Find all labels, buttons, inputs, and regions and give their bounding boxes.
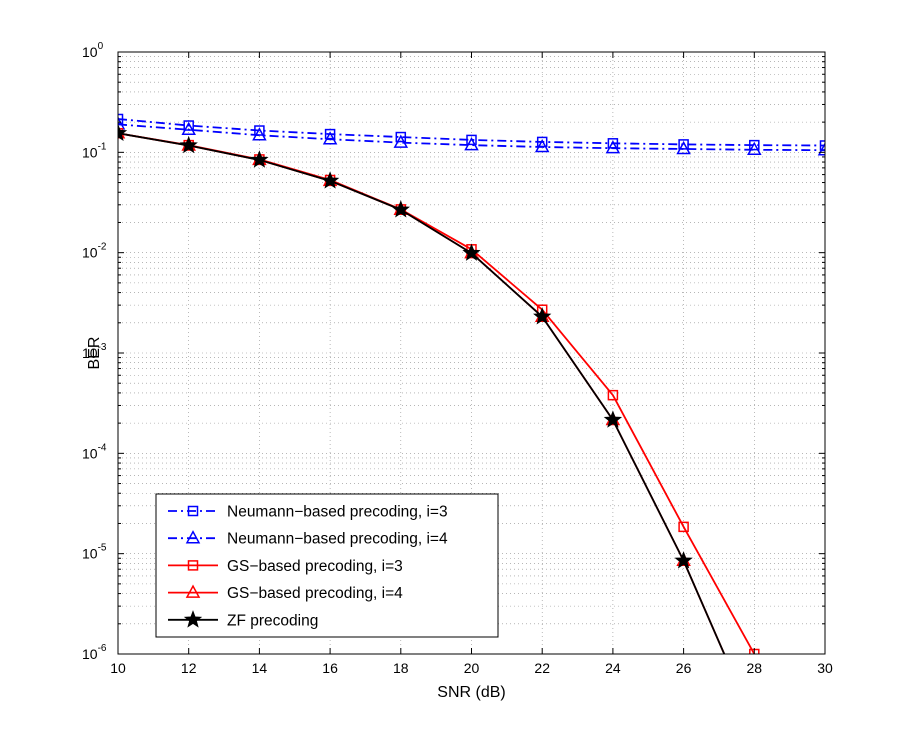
legend: Neumann−based precoding, i=3 Neumann−base… [155,493,499,638]
x-tick-label: 16 [322,660,338,676]
x-tick-label: 30 [817,660,833,676]
data-point [534,138,550,153]
x-tick-label: 22 [534,660,550,676]
legend-label: Neumann−based precoding, i=3 [227,504,448,521]
data-point [391,200,410,218]
data-point [607,389,619,401]
legend-label: GS−based precoding, i=3 [227,558,403,575]
series-2 [118,116,825,156]
data-point [533,307,552,325]
y-tick-label: 10-6 [82,643,107,662]
series-line [118,132,726,654]
legend-marker [185,530,201,544]
data-point [464,137,479,151]
y-tick-label: 100 [82,41,104,60]
y-tick-label: 10-4 [82,442,107,461]
data-point [678,521,689,533]
data-point [118,116,126,130]
data-point [603,410,623,428]
legend-marker [183,610,203,628]
x-tick-label: 10 [110,660,126,676]
x-tick-label: 18 [393,660,409,676]
series-line [118,118,825,147]
legend-label: Neumann−based precoding, i=4 [227,531,448,548]
y-tick-label: 10-5 [82,543,107,562]
y-tick-label: 10-1 [82,141,107,160]
x-tick-label: 28 [747,660,763,676]
legend-marker [187,560,199,571]
legend-marker [185,584,201,598]
data-point [462,243,481,261]
data-point [466,134,477,146]
data-point [395,131,407,143]
tick-labels: 10 12 14 16 18 20 22 24 26 28 30 100 10-1 10-2 10-3 10-… [82,41,833,676]
data-point [181,121,196,135]
data-point [817,142,825,156]
series-5 [118,123,726,654]
data-point [250,150,269,168]
series-layer [118,113,825,654]
data-point [252,127,267,141]
series-1 [118,113,825,151]
x-tick-label: 20 [464,660,480,676]
y-axis-label: BER [86,337,103,370]
data-point [320,171,340,189]
x-tick-label: 26 [676,660,692,676]
data-point [118,113,124,125]
data-point [676,140,691,155]
legend-label: GS−based precoding, i=4 [227,585,403,602]
x-tick-label: 24 [605,660,621,676]
data-point [819,140,825,151]
y-tick-label: 10-2 [82,242,107,261]
x-tick-label: 12 [181,660,197,676]
data-point [605,140,621,154]
y-tick-label: 10-3 [82,342,107,361]
axis-ticks [117,52,826,654]
data-point [322,131,338,145]
data-point [674,551,693,569]
data-point [393,134,409,148]
data-point [749,139,760,151]
data-point [747,141,762,156]
series-line [118,123,825,152]
data-point [678,139,689,150]
legend-marker [187,505,199,517]
x-axis-label: SNR (dB) [437,684,505,701]
data-point [179,135,198,154]
data-point [118,123,128,142]
legend-label: ZF precoding [227,612,318,629]
x-tick-label: 14 [252,660,268,676]
